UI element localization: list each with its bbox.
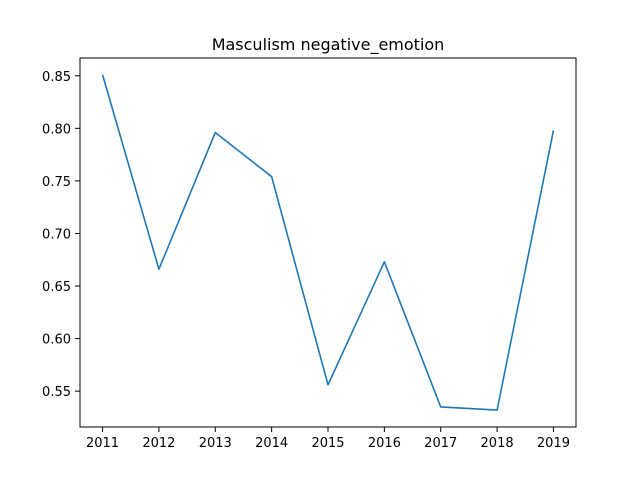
y-tick-label: 0.85 [42,70,71,85]
y-tick-label: 0.65 [42,280,71,295]
x-tick-label: 2017 [424,436,457,451]
y-tick-label: 0.60 [42,333,71,348]
x-tick-label: 2012 [142,436,175,451]
axes-frame [79,57,577,428]
x-tick-label: 2011 [86,436,119,451]
y-tick-label: 0.75 [42,175,71,190]
x-tick-label: 2016 [368,436,401,451]
x-tick-label: 2013 [199,436,232,451]
x-tick-label: 2015 [311,436,344,451]
y-tick-label: 0.55 [42,385,71,400]
chart-title: Masculism negative_emotion [212,35,445,55]
y-tick-label: 0.70 [42,227,71,242]
plot-area: 2011 2012 2013 2014 2015 2016 2017 2018 2019 0.55… [42,70,570,451]
x-tick-label: 2019 [537,436,570,451]
x-tick-label: 2018 [481,436,514,451]
y-tick-label: 0.80 [42,122,71,137]
x-tick-label: 2014 [255,436,288,451]
